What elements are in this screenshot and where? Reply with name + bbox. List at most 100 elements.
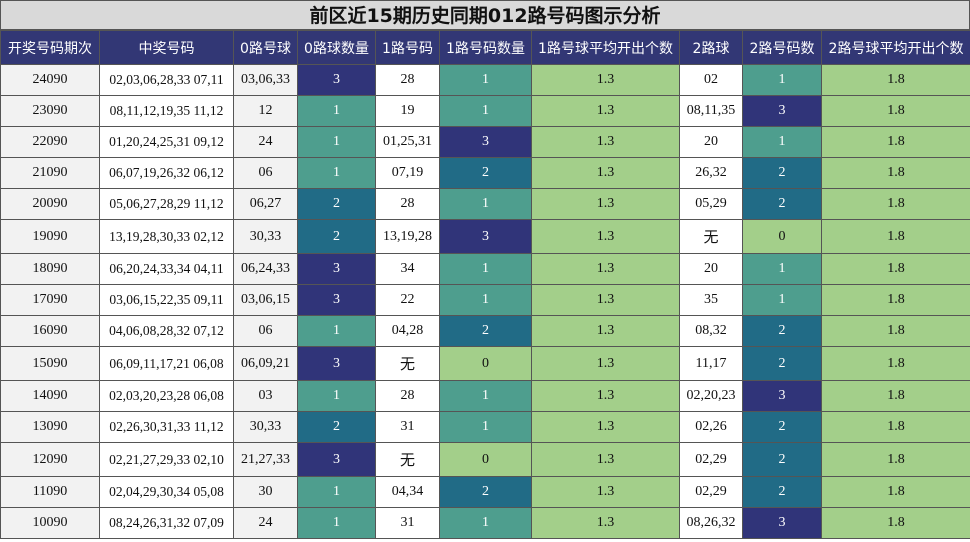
- col-header-period: 开奖号码期次: [0, 30, 100, 65]
- route2-avg-cell: 1.8: [821, 442, 970, 477]
- route2-numbers-cell: 08,26,32: [679, 507, 743, 539]
- route1-count-cell: 3: [439, 126, 532, 158]
- route2-count-cell: 2: [742, 188, 822, 220]
- route2-avg-cell: 1.8: [821, 95, 970, 127]
- route0-numbers-cell: 06,27: [233, 188, 298, 220]
- col-header-route0: 0路号球: [233, 30, 298, 65]
- table-row: 10090 08,24,26,31,32 07,09 24 1 31 1 1.3 08,26,…: [0, 507, 970, 539]
- route2-avg-cell: 1.8: [821, 284, 970, 316]
- winning-numbers-cell: 03,06,15,22,35 09,11: [99, 284, 234, 316]
- route2-avg-cell: 1.8: [821, 411, 970, 443]
- winning-numbers-cell: 06,20,24,33,34 04,11: [99, 253, 234, 285]
- route1-count-cell: 1: [439, 253, 532, 285]
- route2-avg-cell: 1.8: [821, 64, 970, 96]
- col-header-route1-avg: 1路号球平均开出个数: [531, 30, 680, 65]
- route1-count-cell: 1: [439, 411, 532, 443]
- route2-count-cell: 1: [742, 284, 822, 316]
- period-cell: 10090: [0, 507, 100, 539]
- route2-numbers-cell: 02,26: [679, 411, 743, 443]
- route0-count-cell: 3: [297, 442, 376, 477]
- route1-count-cell: 0: [439, 442, 532, 477]
- route0-numbers-cell: 30,33: [233, 219, 298, 254]
- winning-numbers-cell: 02,04,29,30,34 05,08: [99, 476, 234, 508]
- route0-count-cell: 2: [297, 188, 376, 220]
- route0-numbers-cell: 03,06,33: [233, 64, 298, 96]
- period-cell: 23090: [0, 95, 100, 127]
- period-cell: 15090: [0, 346, 100, 381]
- route1-numbers-cell: 无: [375, 346, 440, 381]
- route2-numbers-cell: 26,32: [679, 157, 743, 189]
- route1-avg-cell: 1.3: [531, 346, 680, 381]
- period-cell: 24090: [0, 64, 100, 96]
- route2-count-cell: 3: [742, 507, 822, 539]
- route0-count-cell: 3: [297, 253, 376, 285]
- route1-count-cell: 2: [439, 476, 532, 508]
- route1-numbers-cell: 31: [375, 507, 440, 539]
- route1-avg-cell: 1.3: [531, 253, 680, 285]
- winning-numbers-cell: 13,19,28,30,33 02,12: [99, 219, 234, 254]
- winning-numbers-cell: 08,24,26,31,32 07,09: [99, 507, 234, 539]
- route1-count-cell: 2: [439, 315, 532, 347]
- route1-avg-cell: 1.3: [531, 188, 680, 220]
- col-header-route2-avg: 2路号球平均开出个数: [821, 30, 970, 65]
- route1-numbers-cell: 22: [375, 284, 440, 316]
- route2-numbers-cell: 20: [679, 126, 743, 158]
- period-cell: 11090: [0, 476, 100, 508]
- route1-count-cell: 2: [439, 157, 532, 189]
- route1-numbers-cell: 01,25,31: [375, 126, 440, 158]
- winning-numbers-cell: 01,20,24,25,31 09,12: [99, 126, 234, 158]
- route1-avg-cell: 1.3: [531, 315, 680, 347]
- table-body: 24090 02,03,06,28,33 07,11 03,06,33 3 28 1 1.3…: [0, 64, 970, 539]
- route1-numbers-cell: 28: [375, 188, 440, 220]
- route2-avg-cell: 1.8: [821, 476, 970, 508]
- period-cell: 18090: [0, 253, 100, 285]
- route2-avg-cell: 1.8: [821, 507, 970, 539]
- route1-avg-cell: 1.3: [531, 507, 680, 539]
- route1-count-cell: 1: [439, 188, 532, 220]
- route0-count-cell: 1: [297, 507, 376, 539]
- route0-numbers-cell: 06,09,21: [233, 346, 298, 381]
- route2-avg-cell: 1.8: [821, 126, 970, 158]
- table-row: 13090 02,26,30,31,33 11,12 30,33 2 31 1 1.3 02,…: [0, 411, 970, 443]
- route2-count-cell: 3: [742, 380, 822, 412]
- table-row: 16090 04,06,08,28,32 07,12 06 1 04,28 2 1.3 08,…: [0, 315, 970, 347]
- route1-numbers-cell: 19: [375, 95, 440, 127]
- route0-numbers-cell: 24: [233, 507, 298, 539]
- period-cell: 20090: [0, 188, 100, 220]
- col-header-route2: 2路球: [679, 30, 743, 65]
- route2-avg-cell: 1.8: [821, 188, 970, 220]
- route1-count-cell: 1: [439, 64, 532, 96]
- winning-numbers-cell: 04,06,08,28,32 07,12: [99, 315, 234, 347]
- route2-count-cell: 2: [742, 411, 822, 443]
- route0-count-cell: 2: [297, 219, 376, 254]
- route0-numbers-cell: 06: [233, 315, 298, 347]
- route1-count-cell: 3: [439, 219, 532, 254]
- route1-numbers-cell: 07,19: [375, 157, 440, 189]
- route0-numbers-cell: 24: [233, 126, 298, 158]
- route0-numbers-cell: 06: [233, 157, 298, 189]
- route0-count-cell: 2: [297, 411, 376, 443]
- winning-numbers-cell: 02,03,06,28,33 07,11: [99, 64, 234, 96]
- route1-count-cell: 1: [439, 507, 532, 539]
- route1-numbers-cell: 31: [375, 411, 440, 443]
- route1-numbers-cell: 28: [375, 380, 440, 412]
- route2-count-cell: 2: [742, 157, 822, 189]
- table-row: 19090 13,19,28,30,33 02,12 30,33 2 13,19,28 3…: [0, 219, 970, 254]
- route1-numbers-cell: 34: [375, 253, 440, 285]
- winning-numbers-cell: 08,11,12,19,35 11,12: [99, 95, 234, 127]
- route2-count-cell: 1: [742, 64, 822, 96]
- route1-avg-cell: 1.3: [531, 411, 680, 443]
- table-row: 24090 02,03,06,28,33 07,11 03,06,33 3 28 1 1.3…: [0, 64, 970, 96]
- route0-count-cell: 3: [297, 284, 376, 316]
- period-cell: 12090: [0, 442, 100, 477]
- col-header-route0-count: 0路球数量: [297, 30, 376, 65]
- route1-avg-cell: 1.3: [531, 476, 680, 508]
- table-row: 14090 02,03,20,23,28 06,08 03 1 28 1 1.3 02,20,…: [0, 380, 970, 412]
- route2-numbers-cell: 无: [679, 219, 743, 254]
- route2-count-cell: 1: [742, 126, 822, 158]
- period-cell: 21090: [0, 157, 100, 189]
- route2-numbers-cell: 20: [679, 253, 743, 285]
- route2-count-cell: 2: [742, 315, 822, 347]
- route0-numbers-cell: 30: [233, 476, 298, 508]
